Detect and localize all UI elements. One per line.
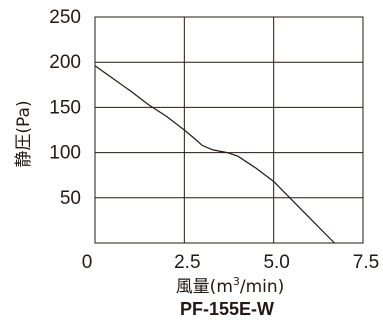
x-axis-label: 風量(m3/min) xyxy=(176,275,285,297)
x-tick-label: 7.5 xyxy=(353,252,379,273)
grid-lines xyxy=(94,16,364,243)
chart-title: PF-155E-W xyxy=(180,299,274,319)
y-tick-labels: 50 100 150 200 250 xyxy=(49,7,81,209)
x-axis-label-sup: 3 xyxy=(233,275,240,288)
y-tick-label: 150 xyxy=(49,97,81,118)
series-line xyxy=(94,65,335,244)
y-axis-label: 静圧(Pa) xyxy=(14,100,34,167)
y-tick-label: 250 xyxy=(49,7,81,28)
plot-area-frame xyxy=(94,16,364,244)
y-tick-label: 200 xyxy=(49,52,81,73)
x-axis-label-prefix: 風量(m xyxy=(176,277,233,297)
x-tick-label: 2.5 xyxy=(174,252,200,273)
y-tick-label: 50 xyxy=(60,188,81,209)
x-tick-label: 5.0 xyxy=(263,252,289,273)
x-axis-label-suffix: /min) xyxy=(240,277,284,297)
y-tick-label: 100 xyxy=(49,143,81,164)
x-tick-labels: 0 2.5 5.0 7.5 xyxy=(82,252,380,273)
x-tick-label: 0 xyxy=(82,252,93,273)
